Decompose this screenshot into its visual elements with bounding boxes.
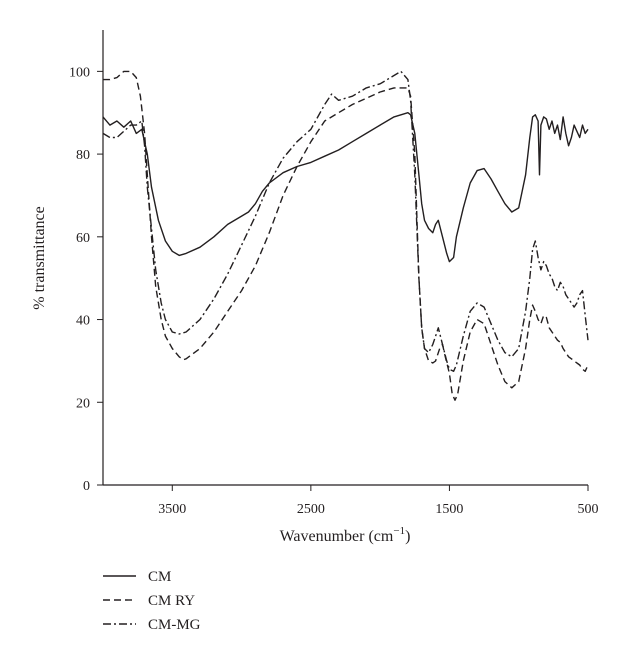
- y-tick-label: 100: [69, 65, 90, 80]
- x-axis-title: Wavenumber (cm−1): [280, 525, 411, 545]
- y-tick-label: 0: [83, 479, 90, 494]
- series-lines: [102, 70, 589, 401]
- legend-label-cm-mg: CM-MG: [148, 617, 201, 633]
- y-axis-title: % transmittance: [31, 206, 48, 310]
- plot-area: 0 20 40 60 80 100 3500 2500 1500 500: [69, 30, 599, 517]
- legend: CM CM RY CM-MG: [103, 569, 201, 633]
- series-line-cm-mg: [102, 70, 589, 372]
- x-axis-title-suffix: ): [405, 528, 410, 545]
- series-line-cm: [102, 112, 589, 263]
- y-tick-label: 80: [76, 148, 90, 163]
- legend-label-cm-ry: CM RY: [148, 593, 195, 609]
- x-axis-title-main: Wavenumber (cm: [280, 528, 394, 545]
- x-tick-label: 2500: [297, 502, 325, 517]
- x-tick-label: 500: [578, 502, 599, 517]
- series-line-cm-ry: [103, 70, 589, 401]
- y-tick-label: 40: [76, 314, 90, 329]
- x-ticks: 3500 2500 1500 500: [158, 485, 599, 517]
- legend-label-cm: CM: [148, 569, 171, 585]
- x-tick-label: 3500: [158, 502, 186, 517]
- x-axis-title-superscript: −1: [393, 525, 405, 537]
- y-ticks: 0 20 40 60 80 100: [69, 65, 103, 494]
- y-tick-label: 20: [76, 396, 90, 411]
- x-tick-label: 1500: [435, 502, 463, 517]
- y-tick-label: 60: [76, 231, 90, 246]
